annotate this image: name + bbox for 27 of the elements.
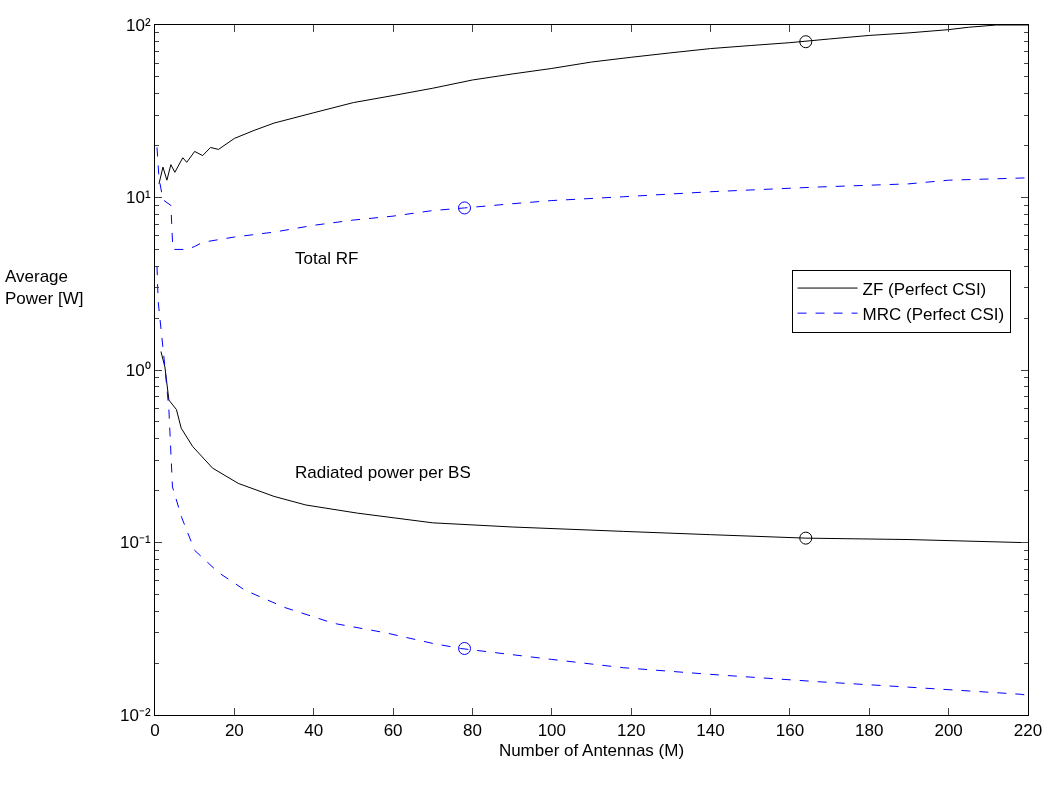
y-tick-label: 10⁰ [125,360,151,380]
legend-label: ZF (Perfect CSI) [862,279,987,299]
x-tick-label: 200 [934,721,963,741]
x-tick-label: 100 [537,721,567,741]
y-tick-label: 10² [126,15,151,35]
x-tick-label: 20 [224,721,244,741]
x-tick-label: 220 [1013,721,1043,741]
x-tick-label: 80 [462,721,482,741]
x-tick-label: 180 [855,721,884,741]
x-tick-label: 0 [150,721,160,741]
point [458,201,472,215]
x-tick-label: 160 [775,721,805,741]
x-tick-label: 40 [304,721,324,741]
annotation: Radiated power per BS [295,463,471,482]
x-axis-title: Number of Antennas (M) [498,740,685,760]
point [799,35,813,49]
y-tick-label: 10⁻² [120,705,151,725]
x-tick-label: 60 [383,721,403,741]
annotation: Total RF [295,249,359,268]
y-tick-label: 10⁻¹ [120,533,151,553]
legend-label: MRC (Perfect CSI) [862,304,1005,324]
y-tick-label: 10¹ [126,188,151,208]
x-tick-label: 120 [616,721,646,741]
y-axis-title: Average Power [W] [5,267,84,309]
point [799,531,813,545]
point [458,641,472,655]
x-tick-label: 140 [696,721,725,741]
